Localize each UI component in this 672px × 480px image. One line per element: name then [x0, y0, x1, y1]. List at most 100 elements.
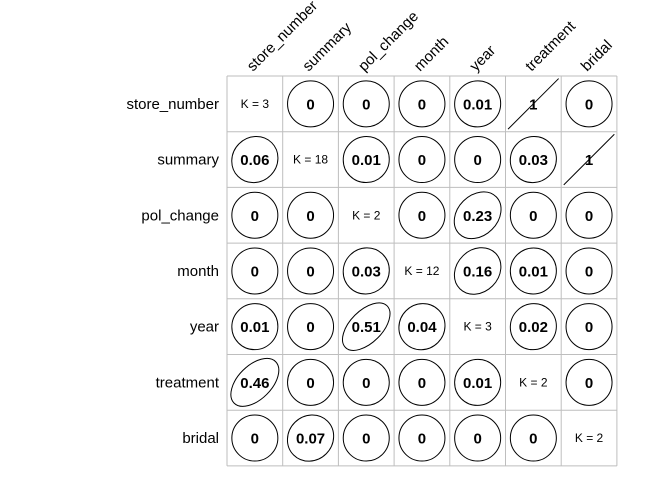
matrix-grid [226, 75, 618, 467]
row-label-pol-change: pol_change [141, 207, 219, 224]
diagonal-level-count: K = 2 [352, 208, 381, 222]
row-label-month: month [177, 263, 219, 280]
association-ellipse [342, 414, 390, 462]
association-ellipse [342, 136, 390, 184]
association-value-label: 0 [251, 263, 259, 280]
association-value-label: 0.07 [296, 431, 325, 448]
association-ellipse [342, 358, 390, 406]
association-ellipse [287, 191, 335, 239]
association-ellipse [509, 136, 557, 184]
association-value-label: 1 [585, 152, 593, 169]
association-ellipse [565, 247, 613, 295]
association-value-label: 0 [418, 152, 426, 169]
association-ellipse [454, 80, 502, 128]
association-value-label: 0 [585, 208, 593, 225]
association-value-label: 0 [585, 263, 593, 280]
column-label-month: month [411, 33, 453, 75]
association-value-label: 0 [473, 431, 481, 448]
association-ellipse [287, 358, 335, 406]
association-ellipse [231, 303, 279, 351]
association-mark-line [563, 133, 615, 186]
association-ellipse [231, 247, 279, 295]
row-label-year: year [190, 319, 219, 336]
association-value-label: 0 [585, 375, 593, 392]
association-ellipse [454, 136, 502, 184]
association-ellipse [287, 80, 335, 128]
association-ellipse [230, 357, 280, 407]
association-value-label: 0 [585, 319, 593, 336]
association-value-label: 0.01 [463, 96, 492, 113]
association-value-label: 0.01 [519, 263, 548, 280]
association-ellipse [565, 191, 613, 239]
association-value-label: 0.23 [463, 208, 492, 225]
association-value-label: 0 [306, 96, 314, 113]
column-label-summary: summary [299, 19, 355, 75]
diagonal-level-count: K = 12 [404, 264, 439, 278]
row-label-bridal: bridal [182, 430, 219, 447]
association-value-label: 0.03 [352, 263, 381, 280]
association-value-label: 0 [251, 208, 259, 225]
diagonal-level-count: K = 3 [241, 97, 270, 111]
association-value-label: 0.01 [352, 152, 381, 169]
association-ellipse [398, 80, 446, 128]
association-ellipse [231, 135, 279, 184]
association-value-label: 0 [362, 431, 370, 448]
association-ellipse [509, 303, 557, 351]
association-ellipse [453, 247, 502, 295]
association-value-label: 0 [418, 208, 426, 225]
association-ellipse [398, 136, 446, 184]
association-ellipse [286, 414, 335, 462]
association-ellipse [231, 191, 279, 239]
association-ellipse [398, 191, 446, 239]
diagonal-level-count: K = 2 [519, 375, 548, 389]
association-ellipse [398, 414, 446, 462]
association-value-label: 0 [529, 431, 537, 448]
association-ellipse [453, 191, 502, 240]
association-value-label: 0 [473, 152, 481, 169]
association-value-label: 0.06 [240, 152, 269, 169]
association-mark-line [507, 78, 559, 130]
association-ellipse [509, 414, 557, 462]
association-ellipse [287, 247, 335, 295]
association-ellipse [398, 358, 446, 406]
diagonal-level-count: K = 3 [463, 320, 492, 334]
association-value-label: 0.02 [519, 319, 548, 336]
association-value-label: 0 [418, 375, 426, 392]
association-value-label: 0 [306, 263, 314, 280]
column-label-year: year [466, 42, 499, 75]
association-value-label: 0 [306, 375, 314, 392]
association-ellipse [342, 80, 390, 128]
association-ellipse [454, 414, 502, 462]
matrix-cells: K = 3 0 0 0 0.01 1 0 0.06 K = 18 0.01 0 0 0.03 1 0 0 K =… [230, 78, 615, 462]
row-label-summary: summary [157, 152, 219, 169]
association-value-label: 0 [362, 375, 370, 392]
association-ellipse [454, 358, 502, 406]
column-label-treatment: treatment [522, 17, 579, 74]
association-value-label: 0.01 [463, 375, 492, 392]
row-label-treatment: treatment [156, 374, 220, 391]
association-value-label: 0 [306, 319, 314, 336]
association-value-label: 0.03 [519, 152, 548, 169]
association-value-label: 0.46 [240, 375, 269, 392]
association-value-label: 0 [306, 208, 314, 225]
association-ellipse [231, 414, 279, 462]
association-ellipse [565, 303, 613, 351]
association-value-label: 0 [418, 96, 426, 113]
diagonal-level-count: K = 2 [575, 431, 604, 445]
row-label-store-number: store_number [126, 96, 219, 113]
association-value-label: 0.16 [463, 263, 492, 280]
association-value-label: 0 [251, 431, 259, 448]
association-value-label: 0 [418, 431, 426, 448]
association-value-label: 0 [362, 96, 370, 113]
association-value-label: 0 [585, 96, 593, 113]
association-value-label: 0 [529, 208, 537, 225]
association-value-label: 0.01 [240, 319, 269, 336]
column-label-bridal: bridal [578, 37, 616, 75]
association-ellipse [342, 247, 390, 295]
association-value-label: 0.04 [407, 319, 437, 336]
association-ellipse [398, 303, 446, 351]
association-ellipse [509, 191, 557, 239]
association-value-label: 0.51 [352, 319, 381, 336]
